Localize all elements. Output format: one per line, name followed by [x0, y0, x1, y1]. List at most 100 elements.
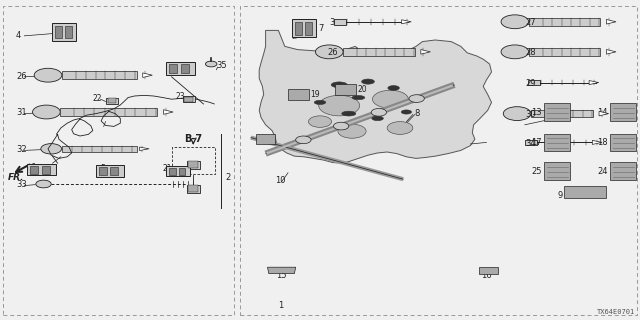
- Bar: [187, 161, 200, 169]
- Text: 16: 16: [481, 271, 492, 280]
- Text: 6: 6: [30, 163, 35, 172]
- Bar: [529, 80, 540, 85]
- Bar: [65, 26, 72, 38]
- Circle shape: [316, 45, 343, 59]
- Bar: [31, 166, 38, 173]
- Circle shape: [319, 95, 360, 116]
- Text: 18: 18: [597, 138, 608, 147]
- Bar: [169, 64, 177, 73]
- Bar: [525, 140, 536, 145]
- Text: 20: 20: [357, 85, 367, 94]
- Circle shape: [409, 95, 424, 102]
- Polygon shape: [259, 30, 492, 163]
- Bar: [99, 167, 107, 175]
- Text: TX64E0701: TX64E0701: [597, 309, 636, 315]
- Text: 26: 26: [16, 72, 27, 81]
- Bar: [62, 71, 136, 79]
- Text: 10: 10: [275, 176, 285, 185]
- Circle shape: [503, 107, 531, 121]
- Text: 26: 26: [327, 48, 338, 57]
- Ellipse shape: [352, 95, 365, 100]
- Text: 11: 11: [266, 136, 276, 145]
- Text: 17: 17: [531, 138, 542, 147]
- Polygon shape: [268, 267, 296, 274]
- Bar: [240, 6, 637, 315]
- Text: 27: 27: [525, 18, 536, 27]
- Text: 33: 33: [16, 180, 27, 189]
- Text: 4: 4: [16, 31, 21, 40]
- Text: 23: 23: [176, 92, 186, 100]
- Circle shape: [34, 68, 62, 82]
- Bar: [108, 98, 116, 103]
- Bar: [106, 98, 118, 104]
- Polygon shape: [421, 50, 430, 54]
- Text: 9: 9: [558, 191, 563, 200]
- Bar: [96, 165, 124, 177]
- Bar: [166, 62, 195, 75]
- Bar: [187, 185, 200, 193]
- Text: 7: 7: [319, 24, 324, 33]
- Text: 19: 19: [310, 90, 320, 99]
- Bar: [110, 167, 118, 175]
- Ellipse shape: [332, 82, 348, 88]
- Polygon shape: [607, 20, 616, 24]
- Bar: [169, 168, 176, 175]
- Text: 31: 31: [16, 108, 27, 117]
- Circle shape: [36, 180, 51, 188]
- Bar: [55, 26, 62, 38]
- Text: 29: 29: [525, 79, 536, 88]
- Bar: [610, 103, 636, 121]
- Bar: [610, 163, 636, 180]
- Ellipse shape: [401, 110, 412, 114]
- Circle shape: [308, 116, 332, 127]
- Circle shape: [372, 90, 408, 108]
- Text: 8: 8: [415, 109, 420, 118]
- Text: 35: 35: [216, 61, 227, 70]
- Bar: [544, 103, 570, 121]
- Bar: [42, 166, 50, 173]
- Polygon shape: [164, 110, 173, 114]
- Text: 34: 34: [525, 139, 536, 148]
- Bar: [166, 166, 190, 176]
- Text: 21: 21: [162, 164, 172, 173]
- Circle shape: [501, 45, 529, 59]
- Bar: [180, 64, 189, 73]
- Polygon shape: [599, 111, 609, 116]
- Polygon shape: [589, 81, 599, 84]
- Bar: [52, 23, 76, 41]
- Bar: [188, 162, 198, 168]
- Circle shape: [33, 105, 60, 119]
- Circle shape: [501, 15, 529, 29]
- Text: 15: 15: [276, 271, 287, 280]
- Bar: [610, 134, 636, 151]
- Ellipse shape: [372, 116, 383, 121]
- Bar: [292, 19, 316, 37]
- Ellipse shape: [314, 100, 326, 105]
- Ellipse shape: [342, 111, 356, 116]
- Polygon shape: [288, 89, 309, 100]
- Text: 22: 22: [93, 94, 102, 103]
- Polygon shape: [140, 147, 149, 150]
- Text: 13: 13: [531, 108, 542, 116]
- Bar: [60, 108, 157, 116]
- Bar: [3, 6, 234, 315]
- Bar: [544, 163, 570, 180]
- Text: 30: 30: [525, 110, 536, 119]
- Bar: [343, 48, 415, 56]
- Text: 5: 5: [100, 164, 106, 173]
- Circle shape: [338, 124, 366, 138]
- Polygon shape: [402, 20, 412, 24]
- Bar: [544, 134, 570, 151]
- Bar: [184, 97, 193, 102]
- Text: 28: 28: [525, 48, 536, 57]
- Bar: [188, 185, 198, 192]
- Text: 2: 2: [225, 173, 230, 182]
- Ellipse shape: [362, 79, 374, 84]
- Bar: [529, 18, 600, 26]
- Polygon shape: [607, 50, 616, 54]
- Text: 25: 25: [532, 167, 542, 176]
- Text: 1: 1: [278, 301, 284, 310]
- Bar: [531, 110, 593, 117]
- Text: FR.: FR.: [8, 173, 24, 182]
- Circle shape: [296, 136, 311, 144]
